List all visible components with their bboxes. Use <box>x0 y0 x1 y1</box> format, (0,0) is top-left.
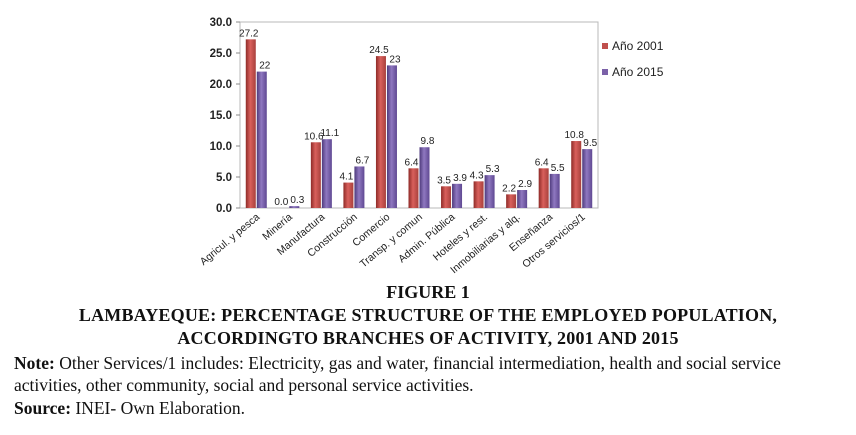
y-tick-label: 25.0 <box>210 48 232 60</box>
bar-2001 <box>408 168 419 208</box>
bar-2001 <box>375 56 386 208</box>
x-tick-label: Admin. Pública <box>396 211 457 265</box>
legend-swatch <box>602 43 608 49</box>
y-tick-label: 20.0 <box>210 79 232 91</box>
bar-2015 <box>419 147 430 208</box>
source-line: Source: INEI- Own Elaboration. <box>14 397 844 419</box>
note-text: Other Services/1 includes: Electricity, … <box>14 353 781 395</box>
data-label: 23 <box>389 54 401 65</box>
data-label: 4.1 <box>339 172 353 183</box>
data-label: 9.5 <box>583 138 597 149</box>
data-label: 4.3 <box>470 170 484 181</box>
data-label: 3.5 <box>437 175 451 186</box>
bar-2015 <box>321 139 332 208</box>
bar-2001 <box>473 181 484 208</box>
data-label: 9.8 <box>421 136 435 147</box>
data-label: 27.2 <box>239 28 259 39</box>
data-label: 5.5 <box>551 163 565 174</box>
legend-swatch <box>602 69 608 75</box>
legend-label: Año 2001 <box>612 39 664 53</box>
data-label: 6.7 <box>355 155 369 166</box>
figure-title-line1: LAMBAYEQUE: PERCENTAGE STRUCTURE OF THE … <box>78 305 778 325</box>
data-label: 22 <box>259 61 271 72</box>
y-tick-label: 10.0 <box>210 141 232 153</box>
bar-2015 <box>484 175 495 208</box>
legend-label: Año 2015 <box>612 65 664 79</box>
figure-title-line2: ACCORDINGTO BRANCHES OF ACTIVITY, 2001 A… <box>177 328 679 348</box>
y-tick-label: 5.0 <box>216 172 232 184</box>
bar-2015 <box>256 71 267 208</box>
data-label: 2.9 <box>518 179 532 190</box>
figure-label: FIGURE 1 <box>386 282 470 302</box>
data-label: 2.2 <box>502 183 516 194</box>
data-label: 10.8 <box>564 130 584 141</box>
bar-2015 <box>386 65 397 209</box>
data-label: 6.4 <box>405 157 419 168</box>
data-label: 24.5 <box>369 45 389 56</box>
y-tick-label: 0.0 <box>216 203 232 215</box>
bar-2001 <box>506 194 517 208</box>
chart-area: 0.0 5.0 10.0 15.0 20.0 25.0 30.0 27.2 22 Agricul.… <box>198 17 664 276</box>
source-text: INEI- Own Elaboration. <box>71 398 246 418</box>
bar-2015 <box>354 166 365 208</box>
y-tick-label: 15.0 <box>210 110 232 122</box>
note-paragraph: Note: Other Services/1 includes: Electri… <box>14 352 844 396</box>
y-tick-label: 30.0 <box>210 17 232 29</box>
bar-2001 <box>538 168 549 208</box>
bar-2015 <box>289 206 300 208</box>
data-label: 3.9 <box>453 173 467 184</box>
bar-2015 <box>517 190 528 208</box>
bar-2001 <box>343 182 354 208</box>
data-label: 0.0 <box>274 197 288 208</box>
source-label: Source: <box>14 398 72 418</box>
bar-2015 <box>452 183 463 208</box>
bar-2001 <box>571 141 582 208</box>
data-label: 5.3 <box>486 164 500 175</box>
bar-2001 <box>310 142 321 208</box>
bar-chart: 0.0 5.0 10.0 15.0 20.0 25.0 30.0 27.2 22 Agricul.… <box>198 17 664 276</box>
note-label: Note: <box>14 353 55 373</box>
data-label: 6.4 <box>535 157 549 168</box>
data-label: 11.1 <box>320 128 339 139</box>
bar-2001 <box>441 186 452 208</box>
data-label: 0.3 <box>290 195 304 206</box>
bar-2015 <box>549 173 560 208</box>
bar-2015 <box>582 149 593 208</box>
bar-2001 <box>245 39 256 208</box>
x-tick-label: Agricul. y pesca <box>198 211 263 268</box>
data-label: 10.6 <box>304 131 324 142</box>
